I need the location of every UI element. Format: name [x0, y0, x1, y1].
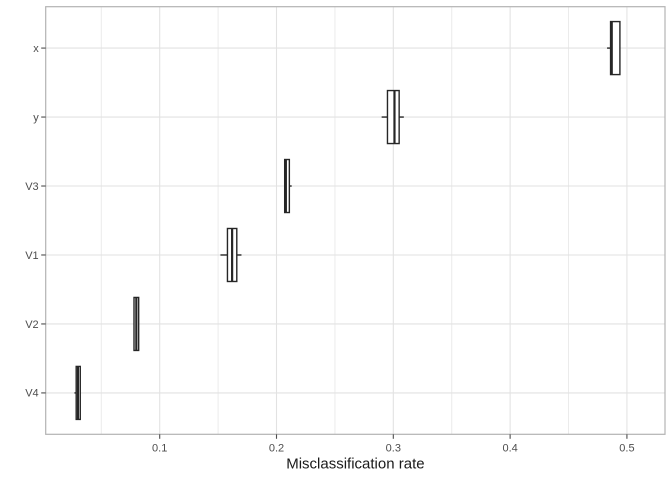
boxplot-group-V2 — [133, 296, 140, 352]
x-tick-label: 0.4 — [502, 442, 517, 454]
y-tick-label: x — [33, 43, 39, 55]
boxplot-group-V1 — [220, 227, 242, 283]
box — [386, 89, 400, 145]
boxplot-group-V4 — [74, 365, 81, 421]
axis-layer: 0.1 0.2 0.3 0.4 0.5 x y V3 V1 V2 V4 — [25, 6, 666, 454]
panel-border — [45, 6, 666, 435]
boxplot-group-V3 — [283, 158, 292, 214]
boxplot-group-x — [607, 20, 621, 76]
y-tick-label: y — [33, 112, 39, 124]
x-tick-label: 0.5 — [619, 442, 634, 454]
y-tick-label: V1 — [25, 250, 38, 262]
box — [609, 20, 621, 76]
box — [283, 158, 291, 214]
panel-background — [45, 6, 665, 435]
x-axis-title: Misclassification rate — [286, 456, 424, 473]
x-tick-label: 0.1 — [152, 442, 167, 454]
y-tick-label: V2 — [25, 319, 38, 331]
y-tick-label: V3 — [25, 181, 38, 193]
x-tick-label: 0.2 — [269, 442, 284, 454]
x-tick-label: 0.3 — [386, 442, 401, 454]
y-tick-label: V4 — [25, 388, 38, 400]
boxplot-group-y — [381, 89, 404, 145]
grid-layer — [45, 6, 665, 435]
box-layer — [74, 20, 621, 421]
